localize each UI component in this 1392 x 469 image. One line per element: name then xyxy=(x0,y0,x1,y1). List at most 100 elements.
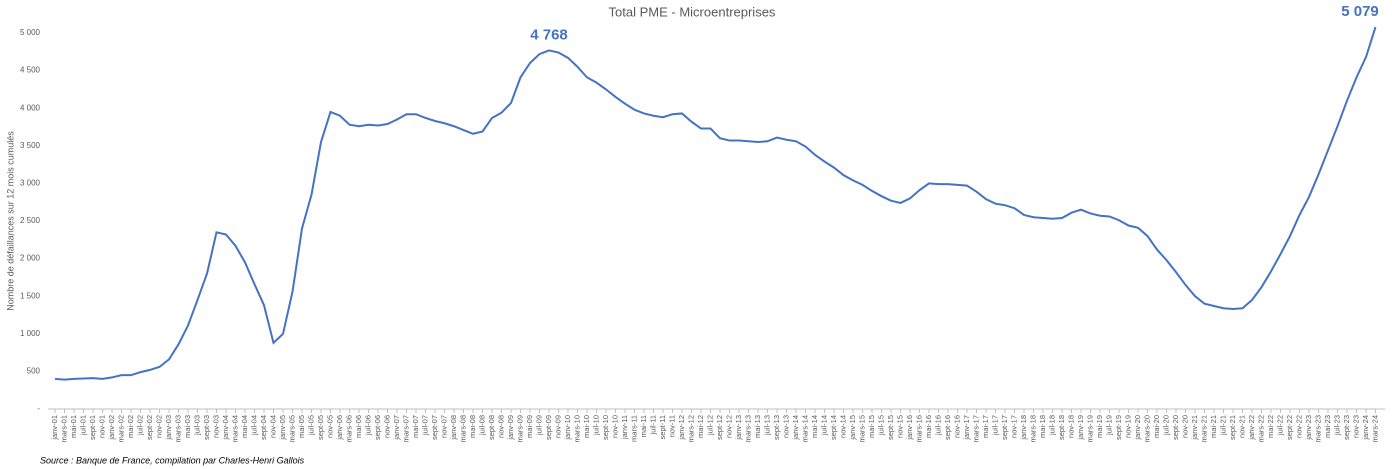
x-tick-label: nov-14 xyxy=(838,415,847,438)
x-tick-label: nov-10 xyxy=(610,415,619,438)
x-tick-label: mai-05 xyxy=(297,415,306,438)
y-tick-label: 4 000 xyxy=(20,103,41,112)
y-tick-label: 4 500 xyxy=(20,66,41,75)
x-tick-label: mai-03 xyxy=(183,415,192,438)
x-tick-label: juil-16 xyxy=(933,415,942,436)
x-tick-label: janv-24 xyxy=(1361,415,1370,441)
x-tick-label: juil-14 xyxy=(819,415,828,436)
x-tick-label: mai-04 xyxy=(240,415,249,438)
x-tick-label: nov-16 xyxy=(952,415,961,438)
x-tick-label: juil-19 xyxy=(1104,415,1113,436)
x-tick-label: nov-23 xyxy=(1351,415,1360,438)
x-tick-label: nov-05 xyxy=(325,415,334,438)
x-tick-label: mars-17 xyxy=(971,415,980,443)
x-tick-label: mai-15 xyxy=(867,415,876,438)
x-tick-label: mars-15 xyxy=(857,415,866,443)
x-tick-label: mars-23 xyxy=(1313,415,1322,443)
y-axis-label: Nombre de défaillances sur 12 mois cumul… xyxy=(5,131,15,311)
x-tick-label: juil-23 xyxy=(1332,415,1341,436)
x-tick-label: mai-08 xyxy=(468,415,477,438)
x-tick-label: mars-20 xyxy=(1142,415,1151,443)
x-tick-label: sept-07 xyxy=(430,415,439,440)
x-tick-label: sept-19 xyxy=(1114,415,1123,440)
y-tick-label: 2 000 xyxy=(20,254,41,263)
value-label: 5 079 xyxy=(1341,3,1379,20)
y-tick-label: 3 500 xyxy=(20,141,41,150)
x-tick-label: sept-16 xyxy=(943,415,952,440)
x-tick-label: janv-05 xyxy=(278,415,287,441)
x-tick-label: mars-01 xyxy=(59,415,68,443)
x-tick-label: mars-06 xyxy=(344,415,353,443)
x-tick-label: mars-09 xyxy=(515,415,524,443)
x-tick-label: juil-10 xyxy=(591,415,600,436)
x-tick-label: nov-04 xyxy=(268,415,277,438)
x-tick-label: mai-01 xyxy=(69,415,78,438)
x-tick-label: sept-13 xyxy=(772,415,781,440)
x-tick-label: sept-12 xyxy=(715,415,724,440)
x-tick-label: juil-11 xyxy=(648,415,657,435)
x-tick-label: nov-19 xyxy=(1123,415,1132,438)
x-tick-label: janv-03 xyxy=(164,415,173,441)
x-tick-label: juil-09 xyxy=(534,415,543,436)
x-tick-label: janv-19 xyxy=(1076,415,1085,441)
x-tick-label: juil-17 xyxy=(990,415,999,436)
x-tick-label: juil-06 xyxy=(363,415,372,436)
y-tick-label: 500 xyxy=(27,367,41,376)
x-tick-label: janv-13 xyxy=(734,415,743,441)
x-tick-label: sept-04 xyxy=(259,415,268,440)
x-tick-label: janv-08 xyxy=(449,415,458,441)
x-tick-label: mai-19 xyxy=(1095,415,1104,438)
x-tick-label: sept-01 xyxy=(88,415,97,440)
source: Source : Banque de France, compilation p… xyxy=(40,455,305,465)
x-tick-label: sept-06 xyxy=(373,415,382,440)
x-tick-label: sept-10 xyxy=(601,415,610,440)
x-tick-label: nov-21 xyxy=(1237,415,1246,438)
x-tick-label: janv-07 xyxy=(392,415,401,441)
x-tick-label: janv-23 xyxy=(1304,415,1313,441)
x-tick-label: sept-23 xyxy=(1342,415,1351,440)
x-tick-label: juil-12 xyxy=(705,415,714,436)
x-tick-label: mai-06 xyxy=(354,415,363,438)
x-tick-label: mai-16 xyxy=(924,415,933,438)
x-tick-label: mars-04 xyxy=(230,415,239,443)
x-tick-label: mai-20 xyxy=(1152,415,1161,438)
x-tick-label: sept-21 xyxy=(1228,415,1237,440)
x-tick-label: janv-06 xyxy=(335,415,344,441)
x-tick-label: nov-13 xyxy=(781,415,790,438)
x-tick-label: mars-07 xyxy=(401,415,410,443)
x-tick-label: nov-06 xyxy=(382,415,391,438)
x-tick-label: janv-22 xyxy=(1247,415,1256,441)
x-tick-label: mars-05 xyxy=(287,415,296,443)
y-tick-label: 1 000 xyxy=(20,329,41,338)
x-tick-label: mai-11 xyxy=(639,415,648,437)
x-tick-label: mars-10 xyxy=(572,415,581,443)
x-tick-label: mai-13 xyxy=(753,415,762,438)
x-tick-label: mars-18 xyxy=(1028,415,1037,443)
x-tick-label: nov-15 xyxy=(895,415,904,438)
x-tick-label: nov-01 xyxy=(97,415,106,438)
x-tick-label: juil-04 xyxy=(249,415,258,436)
x-tick-label: mai-14 xyxy=(810,415,819,438)
x-tick-label: mars-14 xyxy=(800,415,809,443)
x-tick-label: sept-14 xyxy=(829,415,838,440)
x-tick-label: janv-11 xyxy=(620,415,629,440)
x-tick-label: nov-02 xyxy=(154,415,163,438)
x-tick-label: mars-16 xyxy=(914,415,923,443)
x-tick-label: mai-23 xyxy=(1323,415,1332,438)
x-tick-label: sept-11 xyxy=(658,415,667,439)
x-tick-label: sept-09 xyxy=(544,415,553,440)
y-tick-label: - xyxy=(37,404,40,413)
x-tick-label: janv-12 xyxy=(677,415,686,441)
line-series xyxy=(54,26,1377,381)
x-tick-label: juil-02 xyxy=(135,415,144,436)
x-tick-label: mars-24 xyxy=(1370,415,1379,443)
x-tick-label: janv-15 xyxy=(848,415,857,441)
x-tick-label: sept-22 xyxy=(1285,415,1294,440)
x-tick-label: mai-22 xyxy=(1266,415,1275,438)
value-label: 4 768 xyxy=(530,26,568,43)
x-tick-label: mai-21 xyxy=(1209,415,1218,438)
x-tick-label: juil-13 xyxy=(762,415,771,436)
x-tick-label: nov-12 xyxy=(724,415,733,438)
x-tick-label: mars-11 xyxy=(629,415,638,442)
